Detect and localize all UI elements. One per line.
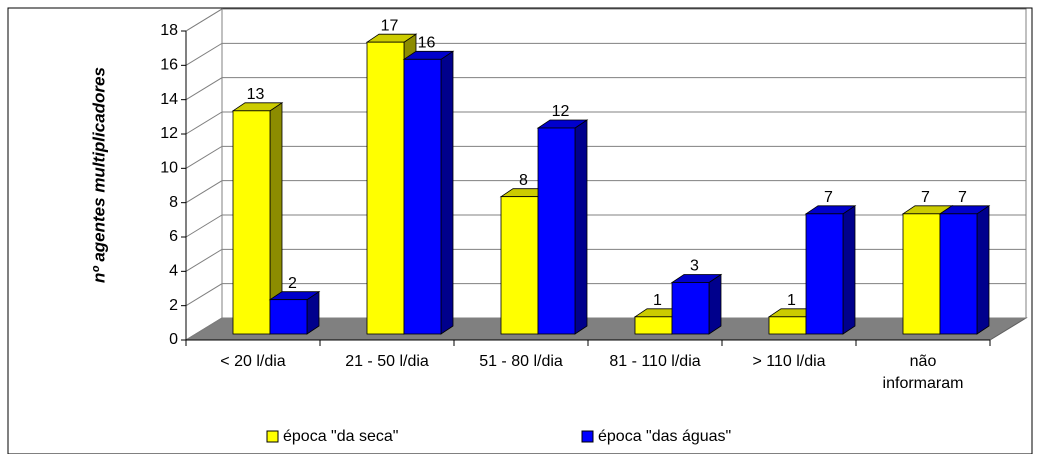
x-tick-label: 81 - 110 l/dia — [609, 353, 700, 370]
bar — [403, 58, 442, 335]
value-label: 7 — [824, 189, 833, 206]
grid-line — [185, 214, 1026, 238]
grid-line — [185, 145, 1026, 169]
y-tick-label: 16 — [160, 57, 178, 74]
bar-side — [574, 119, 588, 335]
y-tick-label: 8 — [169, 194, 178, 211]
bar — [902, 213, 941, 335]
grid-line — [185, 111, 1026, 135]
value-label: 16 — [418, 35, 436, 52]
bar — [366, 41, 405, 335]
value-label: 3 — [690, 258, 699, 275]
grid-line — [185, 248, 1026, 272]
grid-line — [185, 42, 1026, 66]
y-tick-label: 18 — [160, 22, 178, 39]
bar-side — [708, 273, 722, 335]
y-tick-label: 6 — [169, 228, 178, 245]
grid-line — [185, 283, 1026, 307]
value-label: 7 — [958, 189, 967, 206]
bar — [671, 282, 710, 335]
bar-side — [976, 205, 990, 335]
value-label: 8 — [519, 172, 528, 189]
bar-side — [440, 50, 454, 335]
bar — [939, 213, 978, 335]
legend-swatch — [266, 430, 279, 443]
value-label: 7 — [921, 189, 930, 206]
y-axis-label: nº agentes multiplicadores — [89, 67, 108, 283]
x-tick-label: > 110 l/dia — [752, 353, 825, 370]
x-tick-label: não informaram — [883, 353, 964, 392]
bar — [634, 316, 673, 335]
bar — [537, 127, 576, 335]
grid-line — [185, 77, 1026, 101]
grid-line — [185, 317, 1026, 341]
value-label: 1 — [787, 292, 796, 309]
bar — [232, 110, 271, 335]
value-label: 1 — [653, 292, 662, 309]
bar — [500, 196, 539, 335]
y-tick-label: 0 — [169, 331, 178, 348]
bar — [269, 299, 308, 335]
value-label: 13 — [247, 86, 265, 103]
legend-label: época "das águas" — [598, 428, 731, 445]
y-tick-label: 10 — [160, 160, 178, 177]
x-tick-label: 21 - 50 l/dia — [345, 353, 429, 370]
value-label: 17 — [381, 17, 399, 34]
y-tick-label: 14 — [160, 91, 178, 108]
value-label: 12 — [552, 103, 570, 120]
bar — [805, 213, 844, 335]
x-tick-label: < 20 l/dia — [220, 353, 285, 370]
legend-swatch — [581, 430, 594, 443]
bar-side — [842, 205, 856, 335]
x-tick-label: 51 - 80 l/dia — [479, 353, 563, 370]
value-label: 2 — [288, 275, 297, 292]
side-wall — [185, 8, 223, 341]
y-tick-label: 2 — [169, 297, 178, 314]
grid-line — [185, 8, 1026, 32]
y-tick-label: 12 — [160, 125, 178, 142]
y-tick-label: 4 — [169, 263, 178, 280]
grid-line — [185, 180, 1026, 204]
bar — [768, 316, 807, 335]
legend-label: época "da seca" — [283, 428, 398, 445]
